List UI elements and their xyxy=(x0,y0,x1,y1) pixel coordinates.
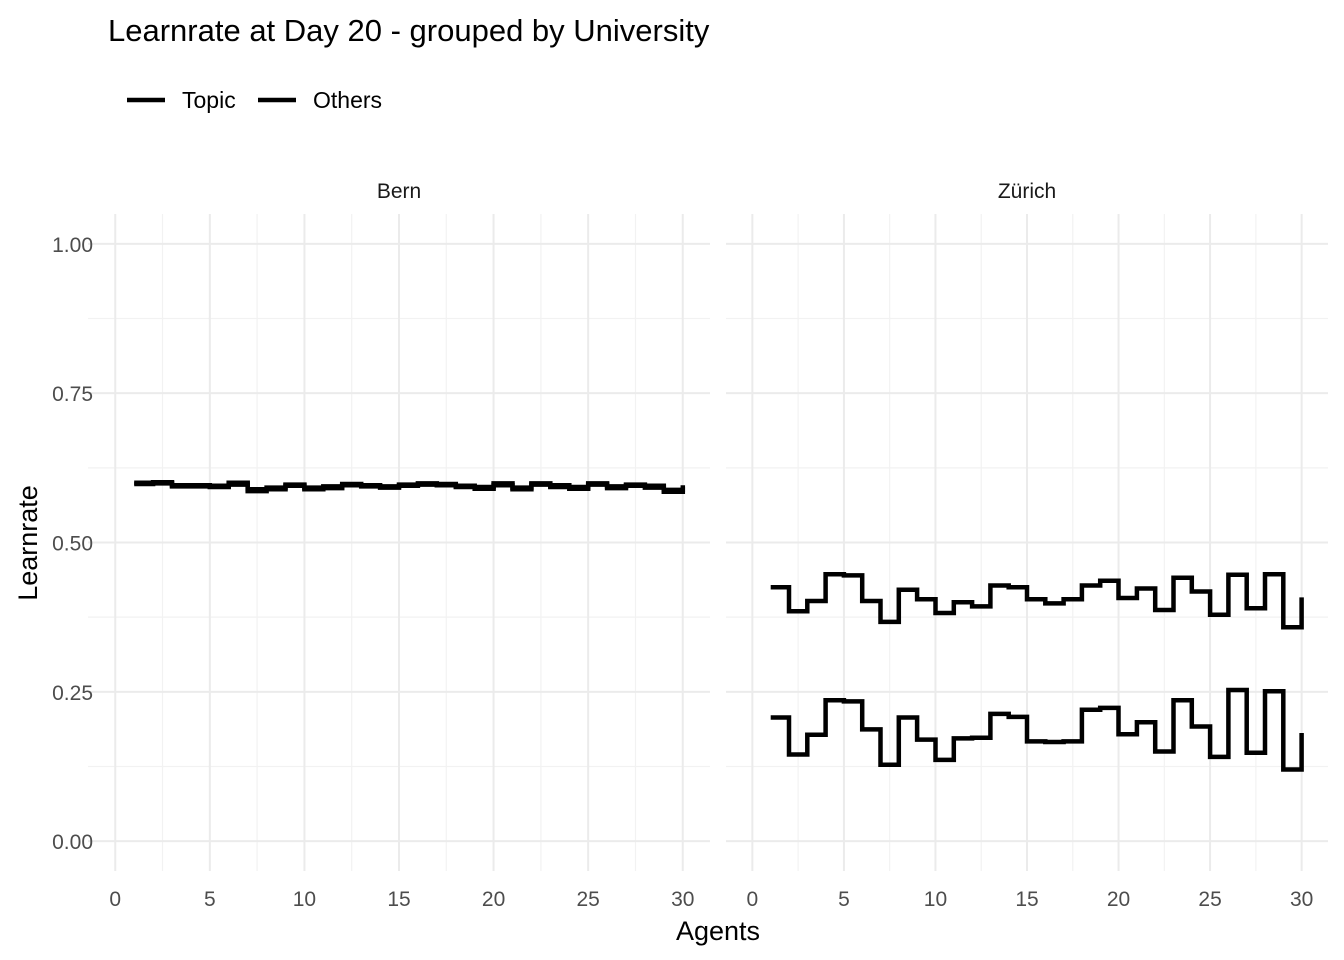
y-tick-label: 0.25 xyxy=(52,682,93,705)
legend-label-topic: Topic xyxy=(182,87,236,113)
x-tick-label: 10 xyxy=(293,888,316,911)
legend: Topic Others xyxy=(127,87,382,113)
series-line-others xyxy=(134,481,686,494)
x-tick-label: 20 xyxy=(482,888,505,911)
y-axis-title: Learnrate xyxy=(13,485,43,601)
facet-panels: Bern 0 5 10 15 20 25 30 0.00 0.25 0.50 0.75 1.00 Züri… xyxy=(52,180,1328,911)
x-axis-title: Agents xyxy=(676,916,760,946)
x-tick-label: 15 xyxy=(387,888,410,911)
facet-strip-label: Zürich xyxy=(998,180,1056,203)
x-tick-label: 25 xyxy=(576,888,599,911)
x-tick-label: 10 xyxy=(924,888,947,911)
x-tick-label: 0 xyxy=(747,888,759,911)
series-line-others xyxy=(770,687,1304,772)
facet-strip-label: Bern xyxy=(377,180,421,203)
y-tick-label: 1.00 xyxy=(52,234,93,257)
y-tick-label: 0.00 xyxy=(52,831,93,854)
chart-title: Learnrate at Day 20 - grouped by Univers… xyxy=(108,13,710,48)
panel-bern: Bern 0 5 10 15 20 25 30 0.00 0.25 0.50 0.75 1.00 xyxy=(52,180,710,911)
x-tick-label: 30 xyxy=(1290,888,1313,911)
x-tick-label: 20 xyxy=(1107,888,1130,911)
legend-label-others: Others xyxy=(313,87,382,113)
y-tick-label: 0.50 xyxy=(52,533,93,556)
panel-z-rich: Zürich 0 5 10 15 20 25 30 xyxy=(726,180,1328,911)
x-tick-label: 5 xyxy=(204,888,216,911)
x-tick-label: 15 xyxy=(1015,888,1038,911)
x-tick-label: 25 xyxy=(1198,888,1221,911)
series-line-topic xyxy=(770,571,1304,630)
x-tick-label: 30 xyxy=(671,888,694,911)
x-tick-label: 5 xyxy=(838,888,850,911)
y-tick-label: 0.75 xyxy=(52,383,93,406)
x-tick-label: 0 xyxy=(109,888,121,911)
